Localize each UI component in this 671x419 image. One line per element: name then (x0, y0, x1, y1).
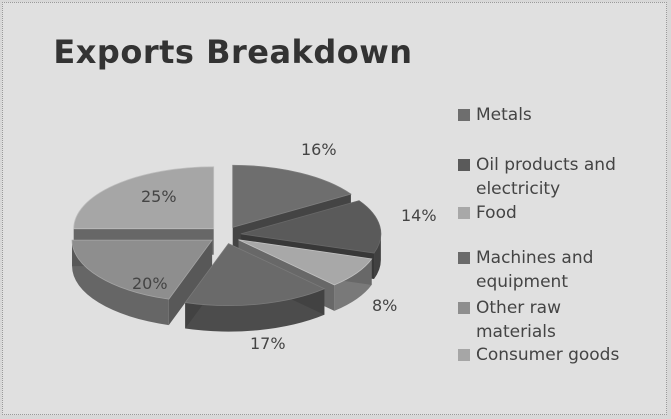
legend-item-machines: Machines and equipment (458, 246, 646, 294)
pie-slice-side (374, 233, 381, 280)
legend-label: Metals (476, 105, 532, 125)
data-label-metals: 16% (301, 140, 337, 159)
pie-slice-top (232, 164, 352, 228)
legend-swatch (458, 349, 470, 361)
data-label-food: 8% (372, 296, 398, 315)
legend-swatch (458, 302, 470, 314)
legend-label: Food (476, 203, 517, 223)
legend-label: Other raw materials (476, 298, 561, 342)
legend-item-food: Food (458, 201, 646, 225)
legend-item-metals: Metals (458, 103, 646, 127)
legend-label: Consumer goods (476, 345, 620, 365)
pie-chart (71, 164, 382, 332)
legend-label: Oil products and electricity (476, 155, 616, 199)
legend-swatch (458, 159, 470, 171)
legend-item-other-raw-materials: Other raw materials (458, 296, 646, 344)
pie-slice-top (73, 166, 215, 230)
pie-slice-side (72, 240, 169, 326)
legend-swatch (458, 252, 470, 264)
pie-slice-other-raw-materials (71, 239, 213, 326)
legend-label: Machines and equipment (476, 248, 594, 292)
chart-title: Exports Breakdown (53, 33, 413, 71)
chart-frame: Exports Breakdown 16% 14% 8% 17% 20% 25% Meta… (2, 2, 667, 415)
pie-slice-top (184, 243, 326, 306)
data-label-other-raw-materials: 20% (132, 274, 168, 293)
pie-slice-top (238, 239, 373, 286)
legend-swatch (458, 109, 470, 121)
pie-slice-top (71, 239, 213, 300)
data-label-consumer-goods: 25% (141, 187, 177, 206)
pie-slice-machines (184, 243, 326, 332)
legend-item-consumer-goods: Consumer goods (458, 343, 646, 367)
pie-slice-top (240, 200, 382, 254)
legend-item-oil-products: Oil products and electricity (458, 153, 646, 201)
data-label-oil-products: 14% (401, 206, 437, 225)
legend-swatch (458, 207, 470, 219)
data-label-machines: 17% (250, 334, 286, 353)
